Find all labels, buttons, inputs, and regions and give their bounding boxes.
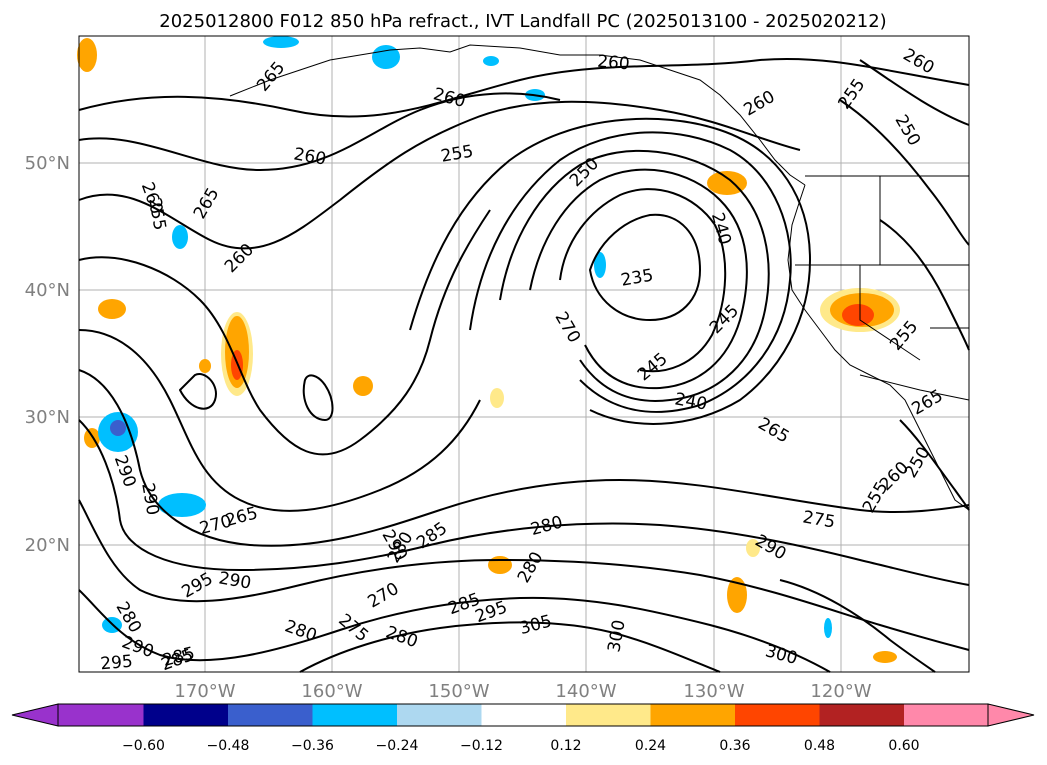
colorbar-segment [143,704,228,726]
shade-negative [824,618,832,638]
graticule [79,36,969,672]
lon-label: 140°W [555,681,616,702]
shade-negative [158,493,206,517]
map-panel: 265 260 260 260 255 265 260 260 255 250 … [77,35,970,675]
contour-line [859,59,970,126]
contour-line [589,213,701,321]
lon-label: 150°W [428,681,489,702]
shade-negative [110,420,126,436]
lon-label: 120°W [810,681,871,702]
state-border [859,265,921,361]
shade-negative [263,36,299,48]
contour-line [78,100,801,250]
colorbar-frame [57,703,989,727]
colorbar-tick-label: 0.48 [804,738,835,754]
contour-line [559,188,727,373]
contour-line [78,589,831,673]
lat-label: 20°N [25,535,70,556]
colorbar-tick-label: −0.36 [291,738,334,754]
colorbar: −0.60 −0.48 −0.36 −0.24 −0.12 0.12 0.24 … [11,703,1035,754]
lon-label: 160°W [301,681,362,702]
colorbar-segment [312,704,397,726]
colorbar-segment [650,704,735,726]
contour-line [78,58,970,118]
shade-positive [98,299,126,319]
lon-label: 170°W [174,681,235,702]
colorbar-extend-low [11,703,59,727]
shade-negative [594,252,606,278]
contour-line [839,99,970,246]
colorbar-tick-label: 0.36 [719,738,750,754]
colorbar-tick-label: −0.12 [460,738,503,754]
shade-negative [372,45,400,69]
contour-line [179,373,217,410]
lat-label: 30°N [25,407,70,428]
lat-label: 40°N [25,280,70,301]
shade-positive [842,304,874,326]
colorbar-segment [566,704,651,726]
contour-line [299,621,721,673]
shade-positive [873,651,897,663]
lat-label: 50°N [25,153,70,174]
colorbar-tick-label: −0.24 [376,738,419,754]
contour-line [302,374,334,421]
contour-line [409,117,811,425]
shade-positive [353,376,373,396]
colorbar-tick-label: 0.60 [888,738,919,754]
map-frame [78,35,970,673]
shade-positive [488,556,512,574]
contour-line [78,369,970,547]
contour-line [879,219,970,351]
contour-line [78,329,481,512]
map-title: 2025012800 F012 850 hPa refract., IVT La… [159,11,886,32]
contour-line [499,149,770,402]
contour-label: 260 [596,52,630,75]
shade-positive [199,359,211,373]
contour-label: 295 [100,652,134,675]
contour-line [78,499,970,651]
shade-positive [490,388,504,408]
shade-negative [172,225,188,249]
alaska-coastline [229,44,806,186]
colorbar-ticks: −0.60 −0.48 −0.36 −0.24 −0.12 0.12 0.24 … [122,738,920,754]
lon-label: 130°W [683,681,744,702]
colorbar-extend-high [987,703,1035,727]
refractivity-contours [78,58,970,673]
colorbar-segment [819,704,904,726]
longitude-labels: 170°W 160°W 150°W 140°W 130°W 120°W [174,681,871,702]
contour-line [529,168,748,390]
latitude-labels: 50°N 40°N 30°N 20°N [25,153,70,556]
contour-line [899,419,970,511]
shade-positive [77,38,97,72]
shade-positive [746,539,760,557]
contour-line [78,209,491,456]
shade-negative [483,56,499,66]
contour-line [78,419,970,586]
contour-line [779,579,936,673]
contour-line [469,131,792,413]
colorbar-segment [481,704,566,726]
colorbar-tick-label: 0.24 [635,738,666,754]
colorbar-tick-label: −0.60 [122,738,165,754]
colorbar-tick-label: 0.12 [550,738,581,754]
shade-positive [707,171,747,195]
colorbar-segment [904,704,988,726]
colorbar-segment [228,704,313,726]
colorbar-tick-label: −0.48 [207,738,250,754]
colorbar-segment [397,704,482,726]
state-border [859,374,970,401]
colorbar-segment [735,704,820,726]
contour-line [78,92,561,171]
shade-positive [727,577,747,613]
colorbar-segment [58,704,144,726]
